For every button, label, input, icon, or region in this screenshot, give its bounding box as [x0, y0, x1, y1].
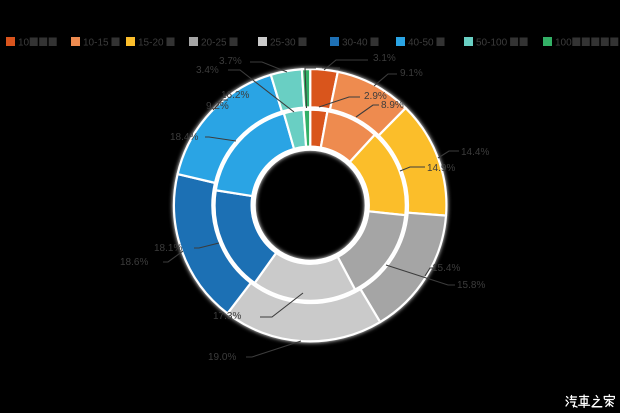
svg-text:9.1%: 9.1%	[400, 68, 423, 79]
svg-text:9.2%: 9.2%	[206, 101, 229, 112]
svg-text:40-50: 40-50	[408, 38, 434, 49]
svg-text:3.4%: 3.4%	[196, 65, 219, 76]
svg-text:100: 100	[555, 38, 572, 49]
svg-text:3.1%: 3.1%	[373, 53, 396, 64]
svg-text:16.2%: 16.2%	[221, 90, 249, 101]
svg-text:25-30: 25-30	[270, 38, 296, 49]
svg-text:14.9%: 14.9%	[427, 163, 455, 174]
svg-text:2.9%: 2.9%	[364, 91, 387, 102]
svg-text:15.4%: 15.4%	[432, 263, 460, 274]
svg-text:15.8%: 15.8%	[457, 280, 485, 291]
svg-text:18.6%: 18.6%	[120, 257, 148, 268]
svg-text:19.0%: 19.0%	[208, 352, 236, 363]
svg-text:10: 10	[18, 38, 30, 49]
svg-text:30-40: 30-40	[342, 38, 368, 49]
svg-text:10-15: 10-15	[83, 38, 109, 49]
svg-text:17.3%: 17.3%	[213, 311, 241, 322]
svg-text:18.4%: 18.4%	[170, 132, 198, 143]
svg-text:18.1%: 18.1%	[154, 243, 182, 254]
svg-text:20-25: 20-25	[201, 38, 227, 49]
svg-text:50-100: 50-100	[476, 38, 508, 49]
svg-text:15-20: 15-20	[138, 38, 164, 49]
svg-text:8.9%: 8.9%	[381, 100, 404, 111]
svg-text:3.7%: 3.7%	[219, 56, 242, 67]
svg-text:14.4%: 14.4%	[461, 147, 489, 158]
